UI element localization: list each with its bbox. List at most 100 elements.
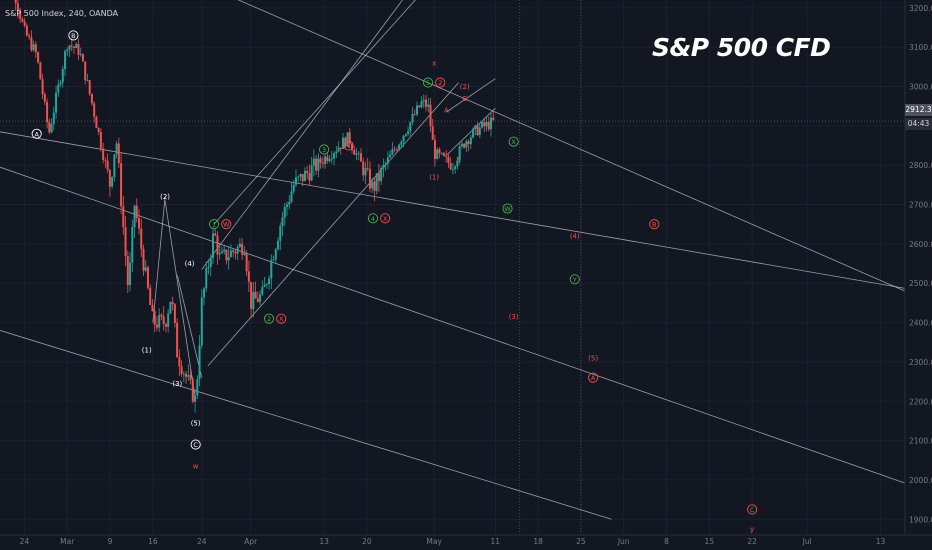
candle [122,206,125,228]
candle [411,114,414,123]
candle [445,155,448,157]
price-tick-label: 2700.0 [909,201,932,210]
candle [265,284,268,285]
candle [312,158,315,166]
price-axis[interactable]: 1900.0 2000.0 2100.0 2200.0 2300.0 2400.0 2500… [904,0,932,550]
candle [285,204,288,208]
candle [294,177,297,185]
wave-label-text: w [193,463,199,471]
candle [212,233,215,259]
wave-label-text: (1) [429,174,439,182]
candle [39,62,42,80]
wave-label-text: y [750,526,754,534]
wave-label-circle [31,128,42,139]
wave-label: y [750,526,754,534]
candle [37,52,40,63]
candle [281,217,284,227]
candle [216,235,219,255]
candle [155,324,158,328]
trendline-desc-upper [0,131,906,289]
wedge-upper [446,78,496,113]
wave-label: X [380,213,391,224]
candle [413,114,416,115]
wave-label: C [462,95,467,103]
candle [32,44,35,51]
candle [290,191,293,202]
last-price-tag: 2912.3 [905,104,932,116]
wave-label: 5 [422,77,434,88]
candle [335,151,338,154]
candle [398,144,401,150]
candle [93,103,96,117]
candle [106,160,109,170]
candle [351,143,354,150]
wave-label-circle [190,439,201,450]
wave-label-text: (2) [160,193,170,201]
wave-label: W [221,219,232,230]
candle [86,80,89,82]
candle [474,125,477,129]
candle [99,131,102,149]
candle [160,314,163,317]
candle [196,379,199,396]
wave-label-circle [422,77,434,88]
candle [48,122,51,133]
candle [111,177,114,187]
price-tick-label: 3000.0 [909,83,932,92]
candle [77,44,80,55]
wave-label-circle [276,313,287,324]
candle [236,247,239,254]
wave-label-text: X [511,138,516,146]
candle [23,21,26,26]
candle [469,137,472,145]
wave-label: C [747,504,758,515]
candle [395,149,398,151]
wave-label-text: 2 [267,315,271,323]
candle [126,256,129,286]
candle [416,105,419,115]
wave-label-text: x [432,59,436,67]
candle [41,79,44,95]
candle [492,117,495,120]
time-tick-label: Jul [802,537,812,546]
candle [59,82,62,85]
wave-label: B [68,30,79,41]
candle [113,154,116,178]
candle [241,243,244,255]
candle [173,304,176,323]
wave-label-text: (4) [570,233,580,241]
candle [404,133,407,136]
candle [46,101,49,123]
wave-label-text: X [383,215,388,223]
wave-label-text: B [71,32,75,40]
candle [64,51,67,69]
candle [50,123,53,133]
time-axis[interactable]: 24 Mar 9 16 24 Apr 13 20 May 11 18 25 Jun 8 15 22 Jul 13 [0,534,932,546]
wave-label: 4 [367,213,379,224]
candle [146,267,149,288]
candle [245,253,248,272]
candle [61,68,64,83]
candle [185,373,188,377]
candle [431,126,434,140]
candle [207,267,210,269]
candle [436,149,439,160]
candle [234,251,237,254]
wave-label: (4) [570,233,580,241]
price-tick-label: 3100.0 [909,43,932,52]
candle [384,163,387,165]
symbol-title[interactable]: S&P 500 Index, 240, OANDA [5,9,119,18]
candle [337,147,340,152]
wave-label: X [508,136,519,147]
candle [324,156,327,164]
candle [346,132,349,147]
candle [164,324,167,327]
wave-label-text: W [504,205,511,213]
time-tick-label: Mar [60,537,75,546]
candle [449,162,452,170]
candle [389,154,392,158]
candle [124,227,127,257]
time-tick-label: 25 [576,537,586,546]
candle [135,205,138,218]
